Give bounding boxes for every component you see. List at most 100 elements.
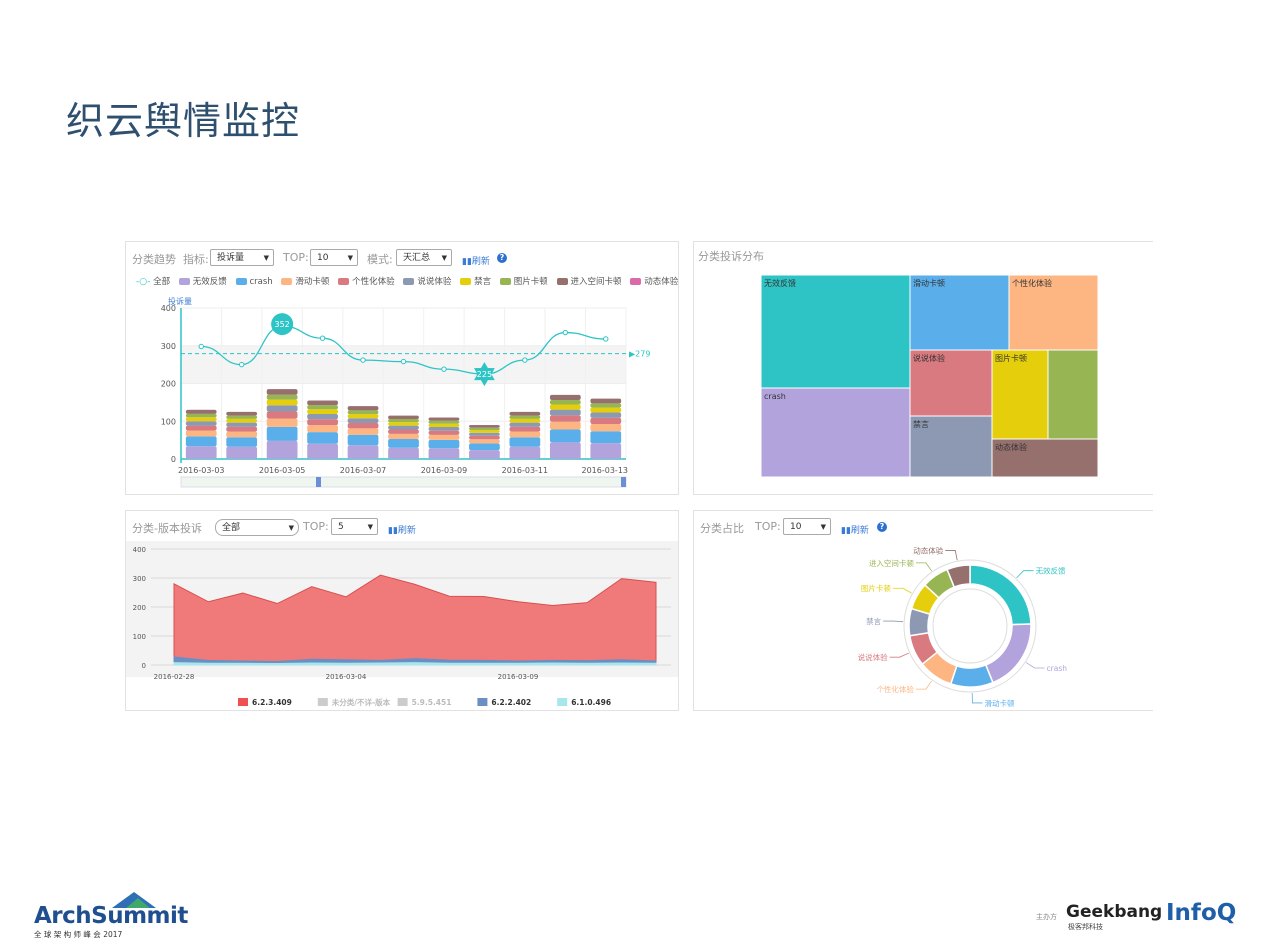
bar-segment [549,399,581,405]
metric-select[interactable]: 投诉量 ▼ [210,249,274,266]
bar-segment [428,423,460,428]
geekbang-sub: 极客邦科技 [1068,923,1103,931]
x-tick-label: 2016-03-11 [502,466,549,475]
bar-segment [428,439,460,449]
bar-segment [469,425,500,428]
bar-segment [226,446,258,459]
mode-label: 模式: [367,253,393,266]
bar-chart-icon: ▮▮ [388,526,398,536]
mode-select[interactable]: 天汇总 ▼ [396,249,452,266]
trend-panel-title: 分类趋势 [132,253,176,266]
treemap-cell [760,387,911,478]
bar-segment [469,450,500,459]
bar-segment [307,432,338,444]
treemap-cell [760,274,911,389]
donut-label: 进入空间卡顿 [869,558,914,568]
x-tick-label: 2016-03-04 [326,673,367,681]
bar-segment [226,437,258,447]
bar-segment [266,440,298,459]
help-icon[interactable]: ? [877,522,887,532]
bar-chart-icon: ▮▮ [462,257,472,267]
version-filter-value: 全部 [222,523,241,533]
bar-segment [226,422,258,427]
version-panel: 分类-版本投诉 全部 ▼ TOP: 5 ▼ ▮▮刷新 400 300 200 100 0… [125,510,679,711]
ratio-refresh-button[interactable]: ▮▮刷新 [841,523,869,536]
metric-select-value: 投诉量 [217,253,245,263]
area-series [173,662,657,666]
area-series [173,574,657,666]
bar-segment [347,445,379,459]
legend-item[interactable]: 图片卡顿 [499,277,548,287]
legend-item[interactable]: 禁言 [460,277,491,287]
trend-panel: 分类趋势 指标: 投诉量 ▼ TOP: 10 ▼ 模式: 天汇总 ▼ ▮▮刷新 … [125,241,679,495]
bar-segment [266,426,298,441]
legend-item[interactable]: crash [235,277,273,287]
bar-segment [388,425,419,430]
bar-segment [549,415,581,422]
line-point [319,335,326,341]
refresh-button[interactable]: ▮▮刷新 [462,254,490,267]
x-tick-label: 2016-02-28 [154,673,195,681]
bar-segment [388,439,419,448]
legend-item[interactable]: 说说体验 [403,277,451,287]
bar-segment [590,407,622,413]
y-tick-label: 300 [133,575,146,583]
version-top-label: TOP: [303,520,329,533]
metric-label: 指标: [183,253,209,266]
version-panel-title: 分类-版本投诉 [132,522,202,535]
help-icon[interactable]: ? [497,253,507,263]
x-tick-label: 2016-03-05 [259,466,306,475]
chevron-down-icon: ▼ [347,254,353,262]
bar-segment [549,421,581,430]
chevron-down-icon: ▼ [288,524,294,532]
donut-leader [892,587,912,594]
donut-label: crash [1047,664,1068,673]
donut-leader [945,550,958,561]
legend-label: 无效反馈 [192,277,227,287]
bar-segment [388,422,419,426]
inner-ring [932,588,1008,664]
y-tick-label: 0 [142,662,146,670]
y-tick-label: 400 [133,546,146,554]
legend-item[interactable]: 动态体验 [630,277,678,287]
max-marker [271,313,294,336]
donut-slice [984,623,1032,684]
bar-segment [590,412,622,418]
version-top-select[interactable]: 5 ▼ [331,518,378,535]
bar-segment [428,430,460,435]
bar-segment [185,425,217,431]
legend-item[interactable]: 个性化体验 [338,277,395,287]
version-filter-select[interactable]: 全部 ▼ [215,519,299,536]
bar-segment [185,430,217,437]
line-point [603,336,609,342]
ratio-chart: 无效反馈 crash 滑动卡顿 个性化体验 说说体验 禁言 图片卡顿 进入空间卡顿 动态体验 [858,545,1068,708]
ratio-top-select[interactable]: 10 ▼ [783,518,831,535]
refresh-label: 刷新 [397,526,416,536]
bar-segment [509,422,541,427]
donut-leader [971,692,983,704]
min-label: 225 [477,370,492,379]
line-marker-icon: -○- [136,277,151,287]
legend-item[interactable]: 进入空间卡顿 [556,277,622,287]
bar-segment [388,433,419,440]
version-refresh-button[interactable]: ▮▮刷新 [388,523,416,536]
legend-swatch [317,698,328,706]
y-tick-label: 100 [161,417,176,426]
legend-item[interactable]: 无效反馈 [178,277,227,287]
chevron-down-icon: ▼ [367,523,373,531]
top-select[interactable]: 10 ▼ [310,249,358,266]
min-marker [474,362,495,387]
donut-leader [1025,662,1045,669]
bar-segment [226,431,258,438]
treemap-label: 滑动卡顿 [913,278,945,288]
treemap-panel-title: 分类投诉分布 [698,250,764,263]
bar-segment [347,434,379,446]
bar-segment [590,423,622,432]
legend-item-total[interactable]: -○- 全部 [136,277,170,287]
x-tick-label: 2016-03-03 [178,466,225,475]
bar-chart-icon: ▮▮ [841,526,851,536]
legend-item[interactable]: 滑动卡顿 [281,277,329,287]
treemap-cell [1008,274,1099,351]
